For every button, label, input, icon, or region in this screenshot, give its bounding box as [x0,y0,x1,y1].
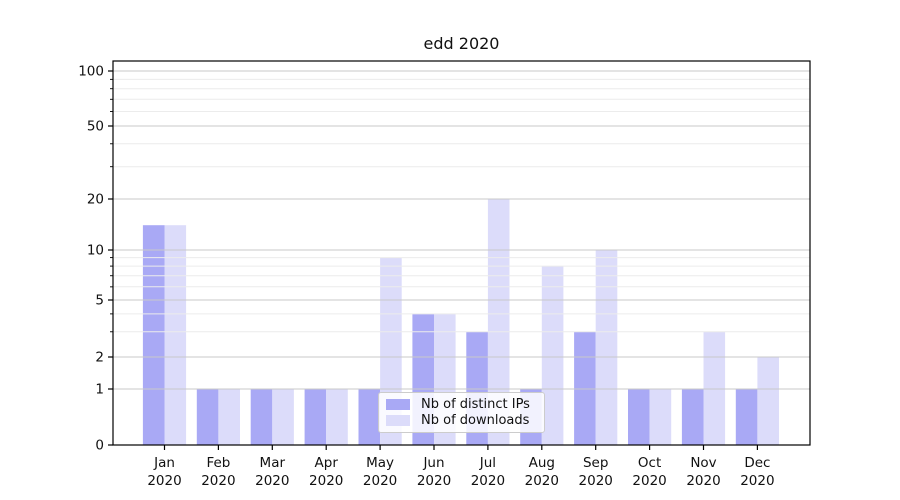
y-tick-label-20: 20 [87,192,104,208]
x-tick-label-month-feb: Feb [206,455,230,471]
x-tick-label-month-nov: Nov [690,455,716,471]
x-tick-label-year-nov: 2020 [686,473,720,489]
bar-downloads-apr [326,389,348,445]
legend-swatch-downloads [386,415,410,427]
y-tick-label-10: 10 [87,243,104,259]
x-tick-label-month-aug: Aug [529,455,555,471]
y-tick-label-100: 100 [78,64,104,80]
bar-downloads-dec [757,357,779,445]
x-tick-label-month-sep: Sep [583,455,608,471]
x-tick-label-year-mar: 2020 [255,473,289,489]
chart-title: edd 2020 [423,34,500,53]
x-tick-label-year-sep: 2020 [579,473,613,489]
x-tick-label-month-mar: Mar [260,455,286,471]
bar-downloads-oct [649,389,672,445]
x-tick-label-year-jul: 2020 [471,473,505,489]
y-tick-label-50: 50 [87,119,104,135]
legend: Nb of distinct IPs Nb of downloads [378,392,545,433]
x-tick-label-year-may: 2020 [363,473,397,489]
bar-downloads-nov [703,331,726,445]
x-tick-label-month-oct: Oct [638,455,661,471]
x-tick-label-year-dec: 2020 [740,473,774,489]
bar-distinct-ips-mar [250,389,273,445]
legend-label-downloads: Nb of downloads [421,413,530,429]
y-tick-label-1: 1 [95,382,104,398]
x-tick-label-year-aug: 2020 [525,473,559,489]
y-tick-label-2: 2 [95,350,104,366]
legend-item-distinct-ips: Nb of distinct IPs [386,397,538,412]
bar-distinct-ips-nov [681,389,704,445]
legend-item-downloads: Nb of downloads [386,413,538,428]
bar-distinct-ips-jan [142,225,165,445]
x-tick-label-month-jul: Jul [479,455,496,471]
bar-downloads-mar [272,389,294,445]
bar-downloads-jan [164,225,187,445]
x-tick-label-month-apr: Apr [315,455,339,471]
x-tick-label-year-feb: 2020 [201,473,235,489]
x-tick-label-year-oct: 2020 [632,473,666,489]
bar-distinct-ips-sep [574,331,596,445]
x-tick-label-year-jan: 2020 [147,473,181,489]
x-tick-label-month-jun: Jun [422,455,444,471]
bar-downloads-aug [541,266,564,445]
plot-border [112,60,811,446]
bar-distinct-ips-feb [196,389,219,445]
bar-distinct-ips-dec [735,389,758,445]
bar-downloads-jul [487,199,510,445]
bar-downloads-feb [218,389,240,445]
x-tick-label-year-jun: 2020 [417,473,451,489]
x-tick-label-month-dec: Dec [744,455,770,471]
x-tick-label-year-apr: 2020 [309,473,343,489]
bar-distinct-ips-may [358,389,381,445]
bar-downloads-sep [595,250,618,445]
bar-distinct-ips-apr [304,389,327,445]
x-tick-label-month-jan: Jan [153,455,175,471]
x-tick-label-month-may: May [366,455,394,471]
y-tick-label-5: 5 [95,293,104,309]
bar-distinct-ips-oct [628,389,650,445]
legend-swatch-distinct-ips [386,398,410,410]
legend-label-distinct-ips: Nb of distinct IPs [421,396,530,412]
y-tick-label-0: 0 [95,438,104,454]
